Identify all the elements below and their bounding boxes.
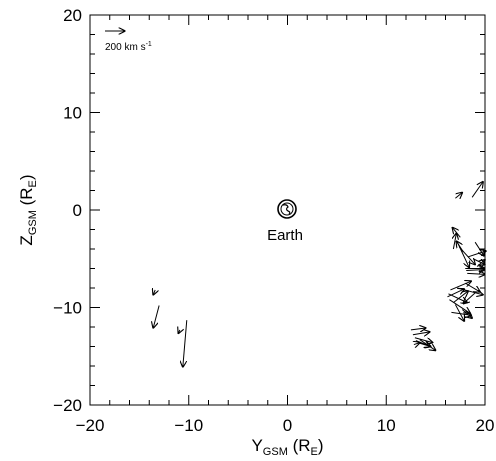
y-tick-label: −10 bbox=[53, 299, 82, 318]
earth-circle-outer bbox=[277, 199, 297, 219]
velocity-vector bbox=[419, 339, 436, 351]
x-tick-label: 10 bbox=[377, 416, 396, 435]
velocity-vectors bbox=[153, 182, 486, 367]
y-tick-label: 0 bbox=[73, 201, 82, 220]
velocity-vector bbox=[457, 287, 483, 295]
velocity-vector bbox=[466, 269, 485, 270]
velocity-vector bbox=[153, 305, 160, 328]
velocity-vector bbox=[452, 228, 461, 238]
x-tick-label: 0 bbox=[283, 416, 292, 435]
earth-continents bbox=[282, 204, 291, 215]
velocity-vector bbox=[412, 332, 430, 335]
velocity-vector bbox=[454, 304, 464, 322]
velocity-vector bbox=[476, 260, 485, 267]
velocity-vector bbox=[463, 292, 476, 304]
x-tick-label: 20 bbox=[476, 416, 495, 435]
x-axis-title: YGSM (RE) bbox=[251, 436, 323, 458]
velocity-vector bbox=[153, 290, 155, 295]
velocity-vector bbox=[461, 309, 472, 318]
axis-ticks bbox=[89, 14, 486, 406]
y-tick-labels: −20 −10 0 10 20 bbox=[53, 6, 82, 415]
y-tick-label: 20 bbox=[63, 6, 82, 25]
x-tick-labels: −20 −10 0 10 20 bbox=[76, 416, 495, 435]
earth-symbol bbox=[277, 199, 297, 219]
velocity-vector bbox=[453, 291, 468, 304]
velocity-vector bbox=[449, 299, 470, 314]
velocity-vector bbox=[453, 233, 456, 250]
velocity-vector bbox=[183, 320, 188, 367]
x-tick-label: −10 bbox=[174, 416, 203, 435]
earth-label: Earth bbox=[267, 227, 303, 244]
velocity-vector bbox=[414, 343, 420, 345]
y-axis-title: ZGSM (RE) bbox=[17, 174, 39, 245]
earth-circle-inner bbox=[280, 202, 294, 216]
velocity-vector bbox=[464, 282, 480, 292]
velocity-vector bbox=[467, 273, 485, 274]
legend: 200 km s-1 bbox=[105, 31, 152, 53]
velocity-vector bbox=[178, 330, 179, 333]
velocity-vector bbox=[450, 281, 471, 291]
velocity-vector bbox=[455, 192, 462, 198]
velocity-vector bbox=[456, 241, 464, 253]
x-tick-label: −20 bbox=[76, 416, 105, 435]
legend-label: 200 km s-1 bbox=[105, 41, 152, 53]
y-tick-label: −20 bbox=[53, 396, 82, 415]
velocity-vector bbox=[471, 182, 483, 198]
y-tick-label: 10 bbox=[63, 104, 82, 123]
velocity-vector bbox=[410, 328, 426, 330]
velocity-vector bbox=[474, 241, 484, 256]
